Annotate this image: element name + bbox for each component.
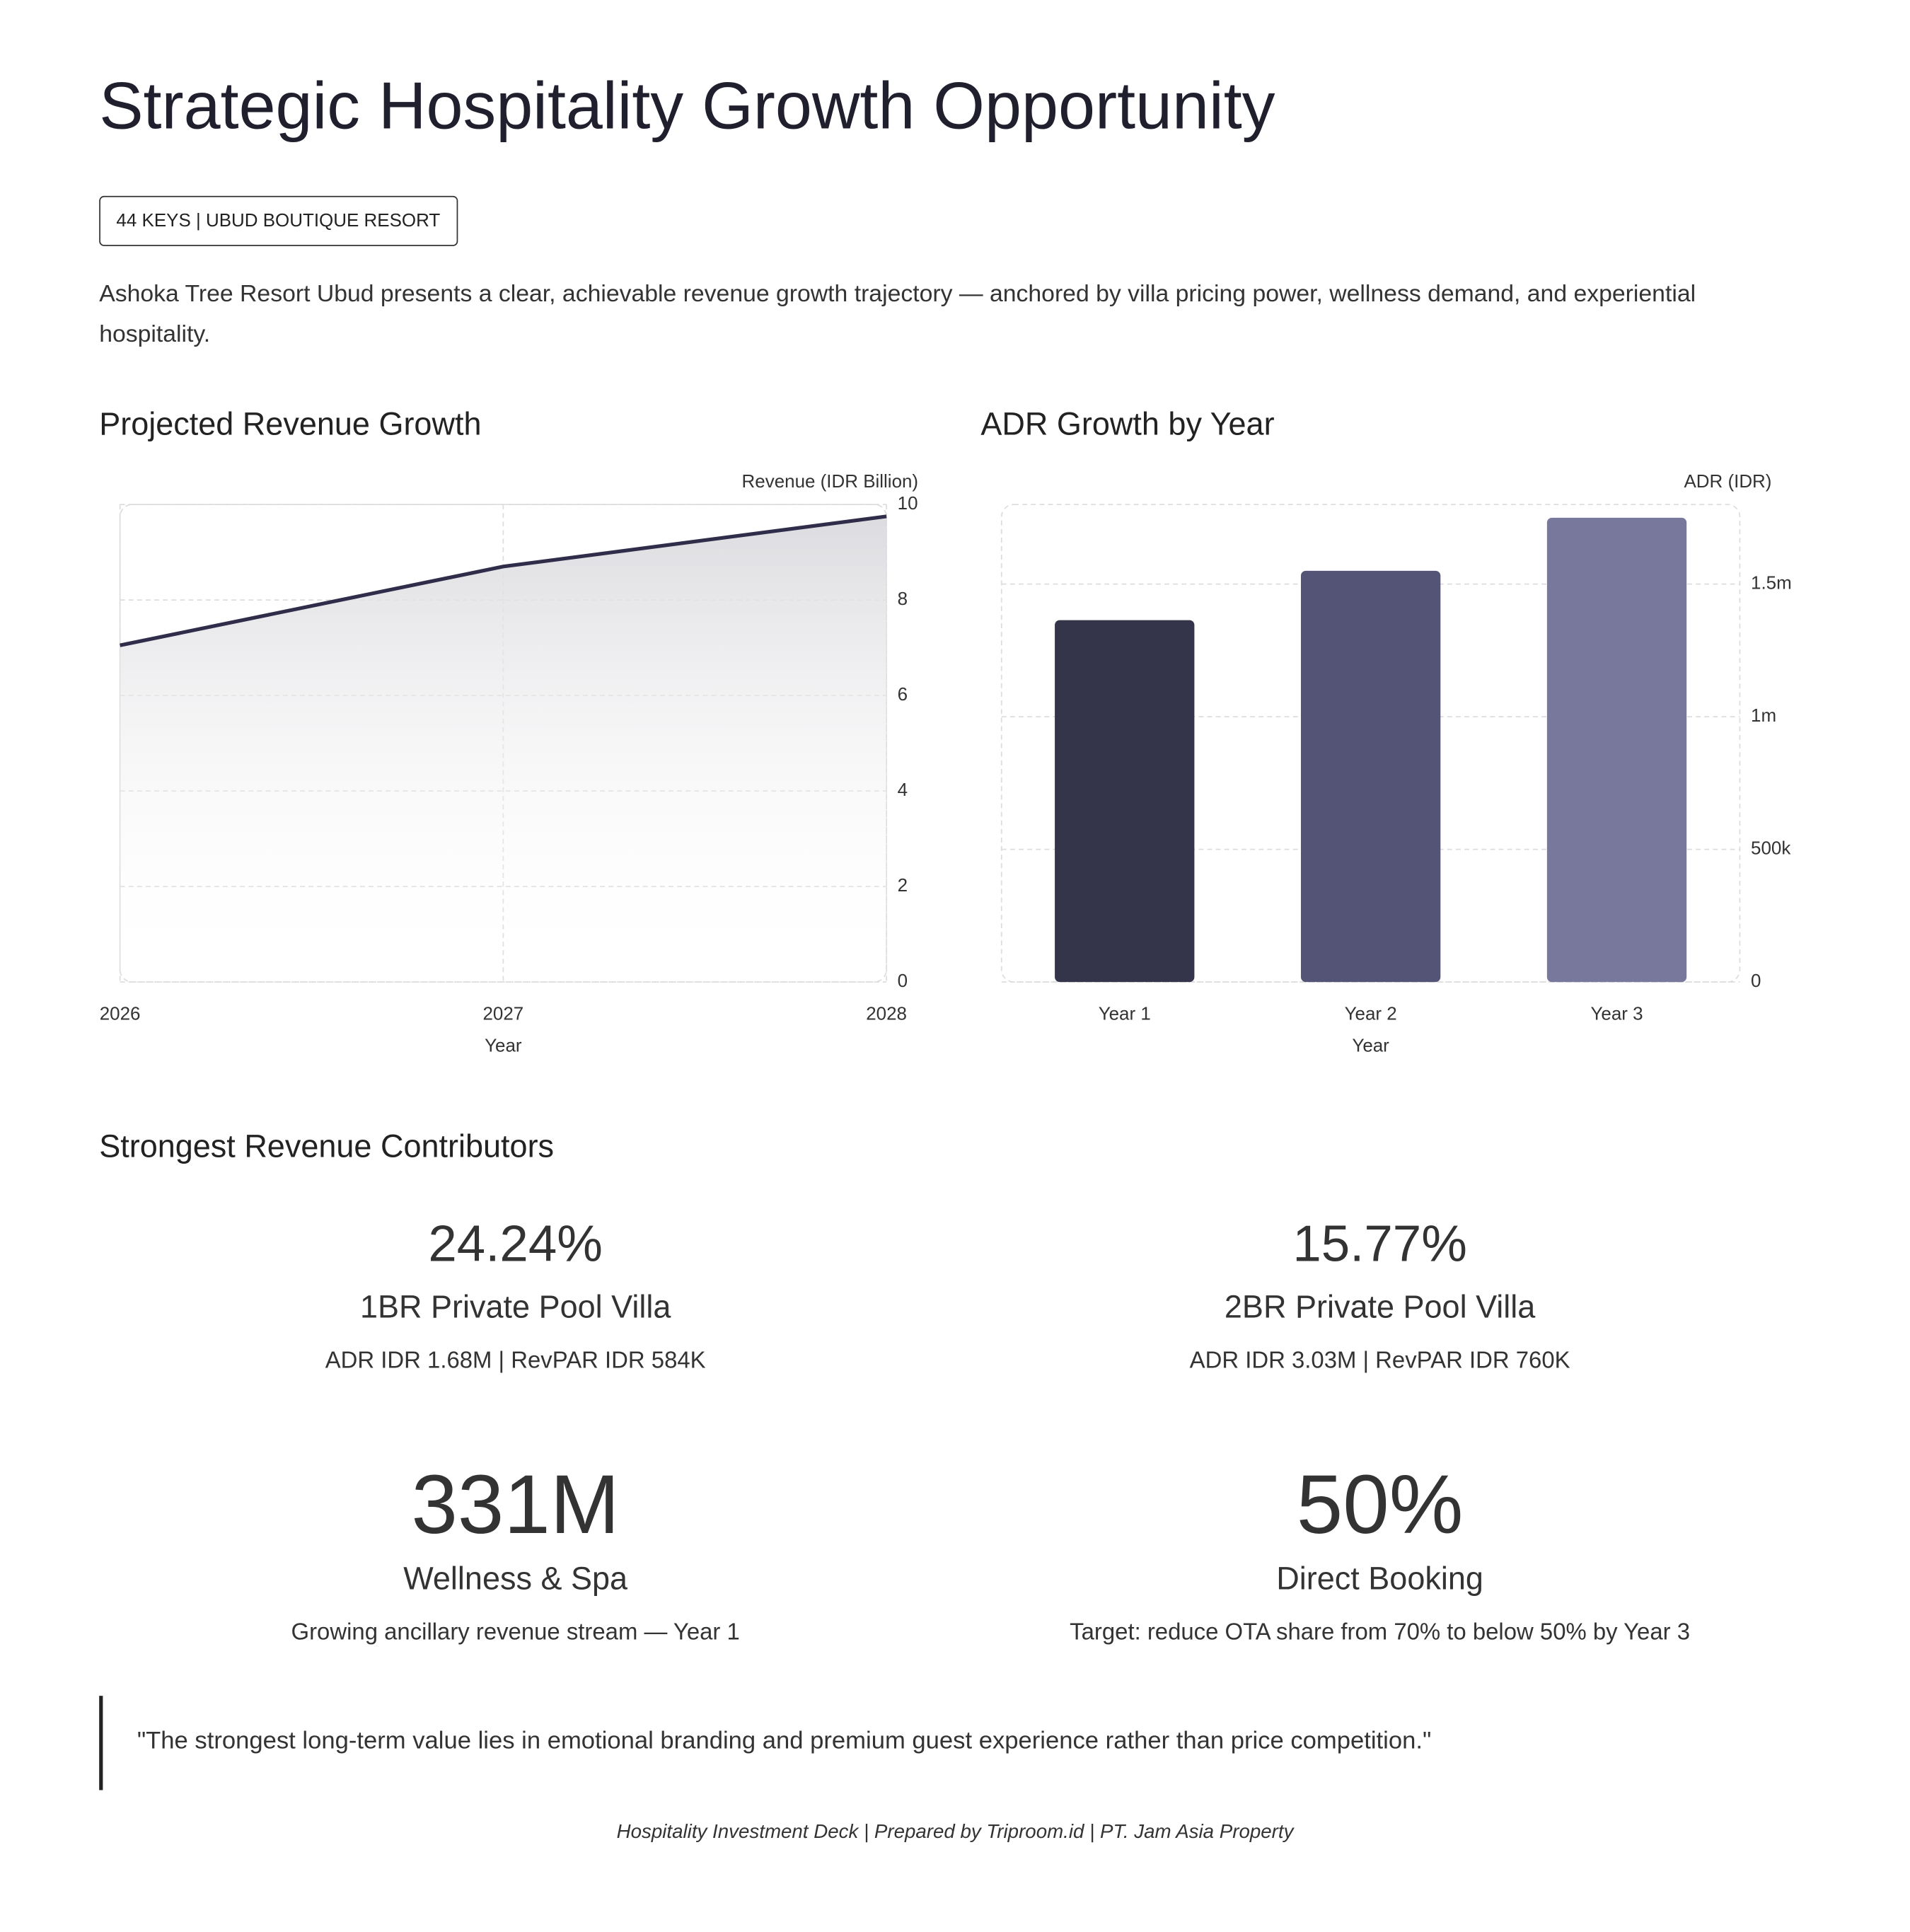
badge: 44 KEYS | UBUD BOUTIQUE RESORT <box>99 195 458 246</box>
quote: "The strongest long-term value lies in e… <box>137 1728 1432 1755</box>
area <box>120 516 887 983</box>
y-tick-label: 0 <box>898 970 908 991</box>
y-tick-label: 8 <box>898 588 908 609</box>
chart-title: ADR Growth by Year <box>980 405 1275 442</box>
contributor-value: 15.77% <box>1292 1214 1467 1273</box>
section-title: Strongest Revenue Contributors <box>99 1128 555 1164</box>
y-tick-label: 10 <box>898 492 918 514</box>
y-tick-label: 0 <box>1751 970 1761 991</box>
y-tick-label: 1.5m <box>1751 572 1792 593</box>
y-axis-title: Revenue (IDR Billion) <box>742 470 919 492</box>
y-axis-title: ADR (IDR) <box>1684 470 1771 492</box>
x-tick-label: 2026 <box>100 1003 141 1024</box>
y-tick-label: 1m <box>1751 705 1776 726</box>
contributor-detail: ADR IDR 3.03M | RevPAR IDR 760K <box>1189 1348 1570 1374</box>
contributor: 24.24% 1BR Private Pool Villa ADR IDR 1.… <box>87 1215 944 1375</box>
intro: Ashoka Tree Resort Ubud presents a clear… <box>99 280 1696 348</box>
contributor-name: Direct Booking <box>1276 1560 1483 1597</box>
contributor-value: 50% <box>1296 1458 1464 1551</box>
contributor: 331M Wellness & Spa Growing ancillary re… <box>87 1457 944 1647</box>
y-tick-label: 4 <box>898 779 908 800</box>
x-tick-label: 2027 <box>482 1003 523 1024</box>
contributor-detail: ADR IDR 1.68M | RevPAR IDR 584K <box>325 1348 706 1374</box>
contributor-detail: Growing ancillary revenue stream — Year … <box>291 1619 740 1646</box>
y-tick-label: 6 <box>898 683 908 705</box>
x-tick-label: Year 1 <box>1099 1003 1151 1024</box>
contributor: 50% Direct Booking Target: reduce OTA sh… <box>951 1457 1809 1647</box>
footer: Hospitality Investment Deck | Prepared b… <box>616 1822 1294 1843</box>
contributor-name: 1BR Private Pool Villa <box>359 1288 671 1325</box>
y-tick-label: 500k <box>1751 837 1791 858</box>
y-tick-label: 2 <box>898 874 908 896</box>
contributor-name: 2BR Private Pool Villa <box>1224 1288 1536 1325</box>
bar <box>1300 570 1441 983</box>
chart-title: Projected Revenue Growth <box>99 405 482 442</box>
contributor-name: Wellness & Spa <box>403 1560 628 1597</box>
bar <box>1546 517 1687 983</box>
contributor: 15.77% 2BR Private Pool Villa ADR IDR 3.… <box>951 1215 1809 1375</box>
x-axis-title: Year <box>1352 1035 1389 1056</box>
x-tick-label: Year 3 <box>1590 1003 1643 1024</box>
quote-block: "The strongest long-term value lies in e… <box>99 1696 1817 1791</box>
x-axis-title: Year <box>485 1035 522 1056</box>
x-tick-label: Year 2 <box>1345 1003 1397 1024</box>
contributor-detail: Target: reduce OTA share from 70% to bel… <box>1070 1619 1691 1646</box>
contributor-value: 331M <box>411 1458 620 1551</box>
line <box>120 514 887 647</box>
page-title: Strategic Hospitality Growth Opportunity <box>99 69 1275 144</box>
contributor-value: 24.24% <box>428 1214 603 1273</box>
x-tick-label: 2028 <box>866 1003 907 1024</box>
bar <box>1055 620 1195 983</box>
